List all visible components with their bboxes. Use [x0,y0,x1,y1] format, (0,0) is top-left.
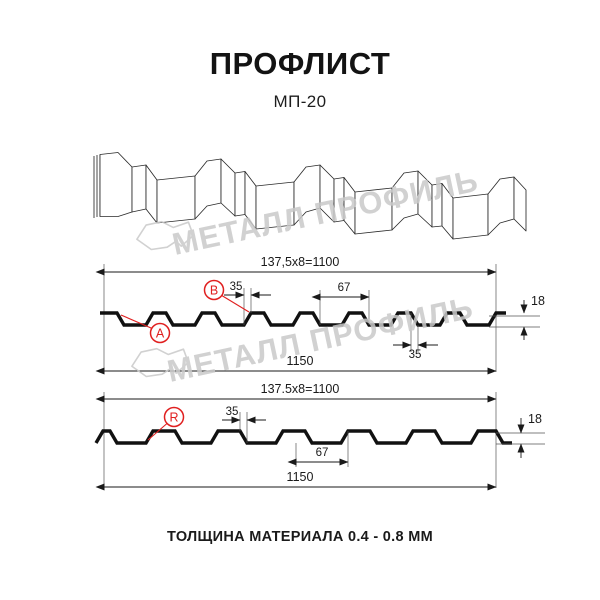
corrugation-units [99,152,527,240]
dim-bottom-span-label: 1150 [287,354,314,368]
dim-height-top: 18 [520,294,545,340]
dim-bottom-span-2-label: 1150 [287,470,314,484]
profile-outline-top [100,311,506,327]
dim-height-top-label: 18 [531,294,545,308]
dim-detail-left-top-label: 35 [230,281,243,293]
dim-top-span-2-label: 137.5x8=1100 [261,382,340,396]
dim-top-span-2: 137.5x8=1100 [95,382,497,403]
callout-r: R [147,406,185,441]
profile-outline-bottom [94,429,512,445]
sheet-edge-thickness [93,154,101,218]
extension-lines-top [103,264,497,372]
dim-detail-right-top: 35 [393,313,438,361]
profiled-sheet-isometric [93,152,527,240]
footer-block: ТОЛЩИНА МАТЕРИАЛА 0.4 - 0.8 ММ [0,529,600,545]
callout-a-label: A [156,327,165,341]
callout-b: B [203,279,250,313]
callout-a: A [120,314,171,344]
dim-top-span-label: 137,5x8=1100 [261,255,340,269]
metall-profil-logo-2 [131,347,190,378]
page-title: ПРОФЛИСТ [209,46,391,81]
dim-detail-left-bottom: 35 [222,406,266,443]
dim-height-bottom: 18 [517,412,542,458]
dim-bottom-span-2: 1150 [95,470,497,491]
dim-detail-left-top: 35 [224,281,271,325]
cross-section-bottom: 137.5x8=1100 1150 18 [94,382,545,491]
dim-detail-right-top-label: 35 [409,349,422,361]
dim-bottom-span: 1150 [95,354,497,375]
cross-section-top: 137,5x8=1100 1150 18 [95,255,545,375]
callout-r-label: R [169,411,178,425]
dim-top-span: 137,5x8=1100 [95,255,497,276]
title-block: ПРОФЛИСТ МП-20 [0,46,600,112]
extension-lines-bottom [103,392,497,488]
dim-detail-mid-bottom: 67 [287,431,349,467]
dim-detail-mid-top: 67 [311,282,370,325]
dim-detail-mid-top-label: 67 [338,282,351,294]
metall-profil-logo [136,220,195,251]
page-subtitle: МП-20 [273,91,327,111]
right-reference-lines-top [489,315,540,328]
dim-detail-mid-bottom-label: 67 [316,447,329,459]
dim-height-bottom-label: 18 [528,412,542,426]
dim-detail-left-bottom-label: 35 [226,406,239,418]
material-thickness-note: ТОЛЩИНА МАТЕРИАЛА 0.4 - 0.8 ММ [167,529,433,545]
callout-b-label: B [210,284,218,298]
watermark-lower: МЕТАЛЛ ПРОФИЛЬ [131,290,476,389]
